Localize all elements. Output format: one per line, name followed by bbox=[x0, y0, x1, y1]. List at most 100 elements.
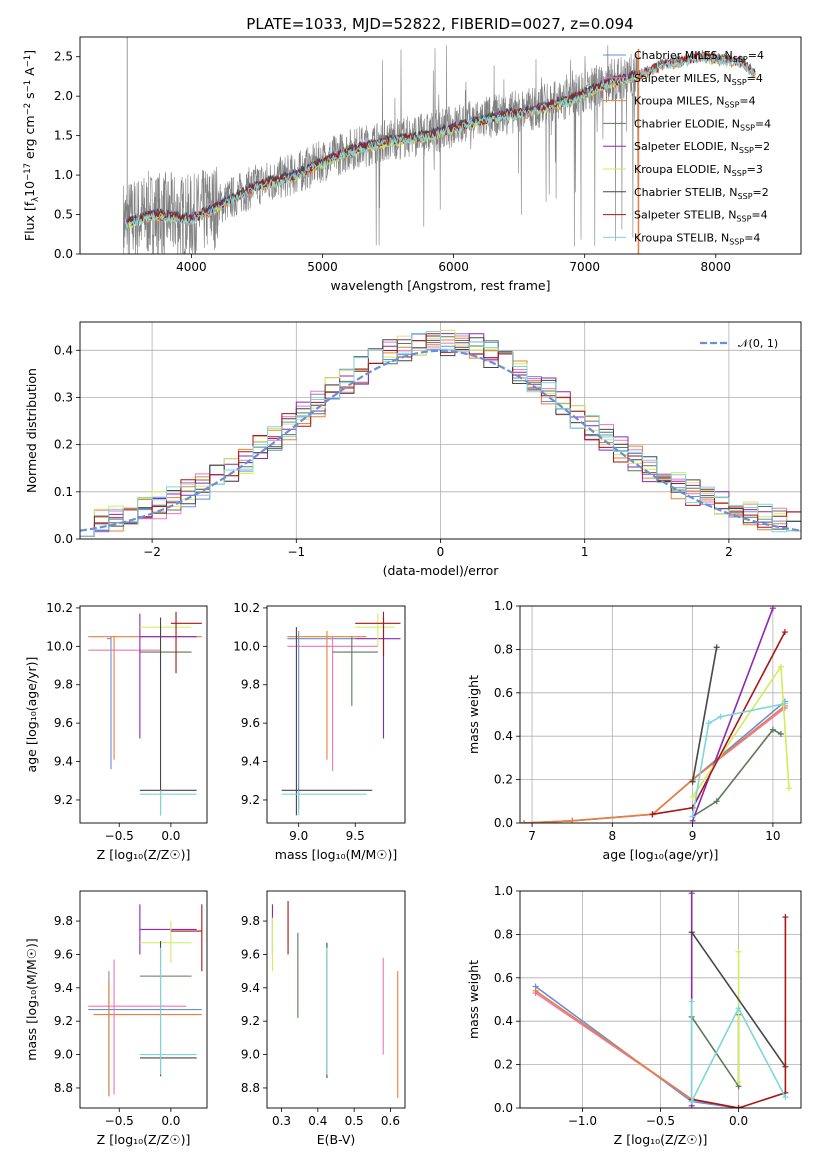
mass-weight-marker bbox=[777, 731, 784, 738]
legend-entry: 𝒩(0, 1) bbox=[738, 337, 778, 350]
y-tick-label: 9.2 bbox=[241, 793, 260, 807]
y-axis-label: mass [log₁₀(M/M☉)] bbox=[24, 938, 39, 1060]
legend-entry: Kroupa MILES, NSSP=4 bbox=[634, 95, 756, 110]
legend-value: =2 bbox=[753, 186, 769, 199]
legend-entry: Salpeter MILES, NSSP=4 bbox=[634, 72, 763, 87]
model-spectrum bbox=[125, 69, 638, 228]
x-tick-label: 0.6 bbox=[381, 1114, 400, 1128]
x-tick-label: 9.5 bbox=[346, 829, 365, 843]
mass-weight-line bbox=[691, 1014, 740, 1089]
legend-text: Kroupa STELIB, N bbox=[634, 231, 729, 244]
mass-weight-marker bbox=[777, 663, 784, 670]
axes-frame bbox=[266, 605, 406, 824]
legend-value: =3 bbox=[747, 163, 763, 176]
residual-histogram-panel: −2 −1 0 1 2 0.0 0.1 0.2 0.3 0.4 (data-model)/error… bbox=[24, 321, 802, 578]
legend-subscript: SSP bbox=[740, 123, 755, 132]
x-tick-label: −2 bbox=[143, 545, 161, 559]
axes-frame bbox=[266, 890, 406, 1109]
plot-area bbox=[281, 611, 401, 816]
y-tick-label: 0.3 bbox=[54, 390, 73, 404]
axes-frame bbox=[79, 605, 208, 824]
x-tick-label: 0.4 bbox=[308, 1114, 327, 1128]
mass-weight-marker bbox=[735, 948, 742, 955]
figure-title: PLATE=1033, MJD=52822, FIBERID=0027, z=0… bbox=[246, 15, 633, 33]
mass-weight-marker bbox=[781, 629, 788, 636]
x-tick-label: 1 bbox=[581, 545, 589, 559]
legend-subscript: SSP bbox=[729, 237, 744, 246]
mass-weight-marker bbox=[649, 811, 656, 818]
legend-text: Salpeter ELODIE, N bbox=[634, 140, 739, 153]
y-axis-label-part: −1 bbox=[23, 55, 33, 68]
y-tick-label: 0.0 bbox=[54, 247, 73, 261]
legend-value: =4 bbox=[747, 72, 763, 85]
mass-weight-line bbox=[691, 647, 718, 782]
spectrum-panel: 4000 5000 6000 7000 8000 0.0 0.5 1.0 1.5 2.0 2.5 wa… bbox=[22, 36, 802, 293]
y-tick-label: 0.8 bbox=[494, 927, 513, 941]
mass-weight-marker bbox=[688, 998, 695, 1005]
y-axis-label: Normed distribution bbox=[24, 368, 39, 493]
y-tick-label: 9.8 bbox=[241, 678, 260, 692]
x-axis-label: E(B-V) bbox=[317, 1132, 356, 1147]
mass-weight-line bbox=[535, 992, 739, 1108]
y-tick-label: 2.5 bbox=[54, 50, 73, 64]
legend-text: Chabrier STELIB, N bbox=[634, 186, 738, 199]
y-tick-label: 9.4 bbox=[241, 981, 260, 995]
legend-entry: Chabrier ELODIE, NSSP=4 bbox=[634, 117, 771, 132]
mass-weight-marker bbox=[688, 1098, 695, 1105]
y-tick-label: 9.8 bbox=[54, 914, 73, 928]
mass-weight-vs-metallicity-panel: −1.0 −0.5 0.0 0.0 0.2 0.4 0.6 0.8 1.0 Z [log₁₀(Z/… bbox=[466, 884, 802, 1147]
y-tick-label: 0.5 bbox=[54, 208, 73, 222]
mass-weight-marker bbox=[769, 726, 776, 733]
legend-subscript: SSP bbox=[724, 101, 739, 110]
x-tick-label: 4000 bbox=[176, 260, 207, 274]
mass-vs-extinction-panel: 0.3 0.4 0.5 0.6 8.8 9.0 9.2 9.4 9.6 9.8 E(B-V) bbox=[241, 890, 406, 1147]
y-tick-label: 2.0 bbox=[54, 89, 73, 103]
legend-value: =4 bbox=[739, 95, 755, 108]
x-tick-label: −1 bbox=[287, 545, 305, 559]
x-axis-label: Z [log₁₀(Z/Z☉)] bbox=[97, 847, 191, 862]
mass-weight-marker bbox=[689, 778, 696, 785]
y-tick-label: 0.4 bbox=[494, 729, 513, 743]
y-tick-label: 9.6 bbox=[54, 947, 73, 961]
mass-weight-marker bbox=[735, 1105, 742, 1108]
y-tick-label: 10.0 bbox=[46, 639, 73, 653]
mass-weight-line bbox=[690, 1001, 787, 1102]
y-tick-label: 9.0 bbox=[54, 1048, 73, 1062]
x-tick-label: 0 bbox=[437, 545, 445, 559]
y-axis-label: mass weight bbox=[466, 675, 481, 754]
x-tick-label: 6000 bbox=[438, 260, 469, 274]
legend-entry: Salpeter ELODIE, NSSP=2 bbox=[634, 140, 770, 155]
x-tick-label: 9.0 bbox=[289, 829, 308, 843]
mass-weight-marker bbox=[735, 1078, 742, 1085]
y-axis-label-part: A bbox=[22, 67, 37, 80]
x-tick-label: 2 bbox=[725, 545, 733, 559]
mass-weight-marker bbox=[782, 914, 789, 921]
x-axis-label: Z [log₁₀(Z/Z☉)] bbox=[614, 1132, 708, 1147]
y-tick-label: 10.0 bbox=[233, 639, 260, 653]
mass-weight-marker bbox=[705, 720, 712, 727]
x-axis-label: wavelength [Angstrom, rest frame] bbox=[330, 278, 550, 293]
mass-weight-line bbox=[691, 931, 787, 1068]
y-tick-label: 8.8 bbox=[54, 1081, 73, 1095]
x-tick-label: −0.5 bbox=[646, 1114, 675, 1128]
legend-value: =2 bbox=[754, 140, 770, 153]
y-tick-label: 0.6 bbox=[494, 971, 513, 985]
y-axis-label: mass weight bbox=[466, 960, 481, 1039]
mass-weight-line bbox=[692, 728, 782, 818]
y-tick-label: 10.2 bbox=[46, 601, 73, 615]
y-tick-label: 10.2 bbox=[233, 601, 260, 615]
x-tick-label: −1.0 bbox=[568, 1114, 597, 1128]
y-tick-label: 9.4 bbox=[241, 755, 260, 769]
x-axis-label: (data-model)/error bbox=[383, 563, 500, 578]
x-tick-label: 0.3 bbox=[272, 1114, 291, 1128]
y-tick-label: 0.8 bbox=[494, 642, 513, 656]
mass-weight-line bbox=[535, 985, 739, 1108]
mass-weight-marker bbox=[713, 798, 720, 805]
y-tick-label: 1.0 bbox=[494, 599, 513, 613]
model-spectrum bbox=[125, 53, 756, 231]
y-tick-label: 0.2 bbox=[54, 438, 73, 452]
y-tick-label: 1.0 bbox=[54, 168, 73, 182]
x-tick-label: 0.0 bbox=[161, 1114, 180, 1128]
x-tick-label: 5000 bbox=[307, 260, 338, 274]
axes-frame bbox=[79, 890, 208, 1109]
